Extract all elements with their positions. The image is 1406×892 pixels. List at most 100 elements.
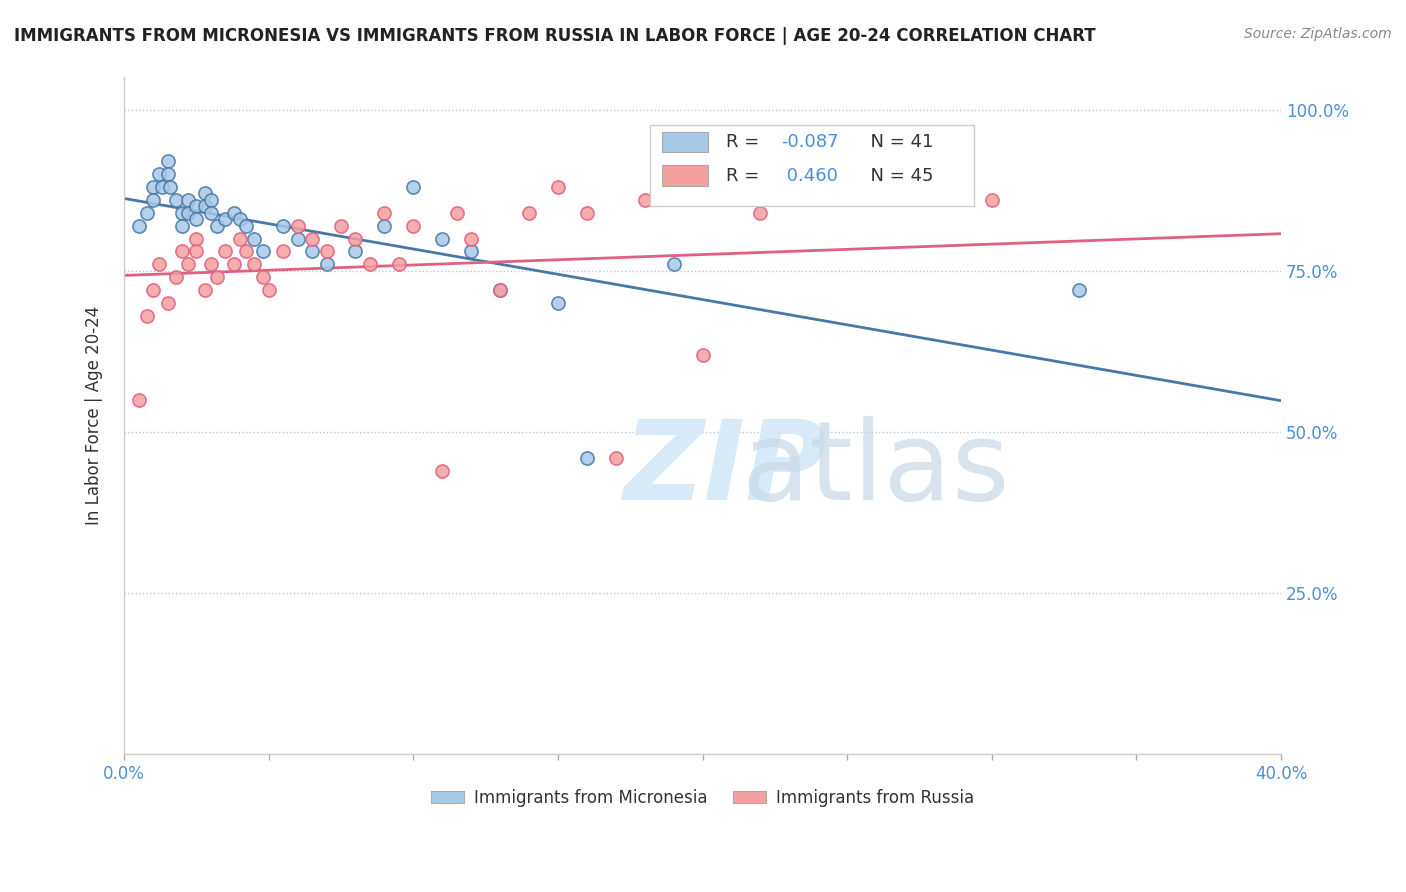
Point [177,257,200,271]
Point [287,219,309,233]
Point [150,180,173,194]
Point [489,283,512,297]
Bar [662,132,709,152]
Point [271,219,294,233]
Point [252,270,274,285]
Text: R =: R = [725,167,765,185]
Text: Source: ZipAtlas.com: Source: ZipAtlas.com [1244,27,1392,41]
Point [128,219,150,233]
Point [315,257,337,271]
Point [388,257,411,271]
Point [156,167,179,181]
Point [200,206,222,220]
Text: 0.460: 0.460 [782,167,838,185]
Point [243,257,266,271]
Y-axis label: In Labor Force | Age 20-24: In Labor Force | Age 20-24 [86,306,103,525]
Point [315,244,337,259]
Point [148,257,170,271]
Text: N = 41: N = 41 [859,133,934,151]
Point [373,219,395,233]
Bar [662,165,709,186]
Point [257,283,280,297]
Point [287,231,309,245]
Point [142,283,165,297]
Point [159,180,181,194]
Point [194,283,217,297]
Point [136,206,159,220]
Point [222,206,245,220]
Point [156,154,179,169]
Point [186,244,208,259]
Point [235,219,257,233]
Point [837,180,859,194]
Point [271,244,294,259]
Point [446,206,468,220]
Point [235,244,257,259]
Point [214,244,236,259]
Point [634,193,657,207]
Point [200,257,222,271]
Point [156,296,179,310]
Point [373,206,395,220]
Point [229,231,252,245]
Point [194,186,217,201]
Point [142,180,165,194]
Point [177,193,200,207]
Text: IMMIGRANTS FROM MICRONESIA VS IMMIGRANTS FROM RUSSIA IN LABOR FORCE | AGE 20-24 : IMMIGRANTS FROM MICRONESIA VS IMMIGRANTS… [14,27,1095,45]
Point [128,392,150,407]
Point [222,257,245,271]
Point [177,206,200,220]
Point [460,244,482,259]
Point [136,309,159,323]
Point [165,270,187,285]
Point [575,450,598,465]
Point [460,231,482,245]
Point [547,296,569,310]
Point [547,180,569,194]
Bar [651,125,974,206]
Point [142,193,165,207]
Point [402,180,425,194]
Point [432,464,454,478]
Point [517,206,540,220]
Point [170,206,193,220]
Point [301,231,323,245]
Legend: Immigrants from Micronesia, Immigrants from Russia: Immigrants from Micronesia, Immigrants f… [425,782,981,814]
Point [980,193,1002,207]
Point [692,348,714,362]
Point [148,167,170,181]
Text: N = 45: N = 45 [859,167,934,185]
Point [186,231,208,245]
Point [1067,283,1090,297]
Point [330,219,353,233]
Point [575,206,598,220]
Point [489,283,512,297]
Point [200,193,222,207]
Point [214,212,236,227]
Point [229,212,252,227]
Point [165,193,187,207]
Point [605,450,627,465]
Point [205,270,228,285]
Point [170,219,193,233]
Text: -0.087: -0.087 [782,133,839,151]
Point [186,212,208,227]
Text: atlas: atlas [742,417,1011,524]
Point [194,199,217,213]
Point [186,199,208,213]
Point [402,219,425,233]
Text: ZIP: ZIP [624,417,828,524]
Text: R =: R = [725,133,765,151]
Point [301,244,323,259]
Point [432,231,454,245]
Point [359,257,381,271]
Point [344,244,367,259]
Point [170,244,193,259]
Point [749,206,772,220]
Point [662,180,685,194]
Point [720,425,742,439]
Point [662,257,685,271]
Point [243,231,266,245]
Point [252,244,274,259]
Point [205,219,228,233]
